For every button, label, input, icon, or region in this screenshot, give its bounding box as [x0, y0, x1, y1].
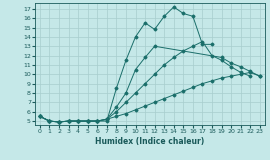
X-axis label: Humidex (Indice chaleur): Humidex (Indice chaleur)	[95, 137, 204, 146]
